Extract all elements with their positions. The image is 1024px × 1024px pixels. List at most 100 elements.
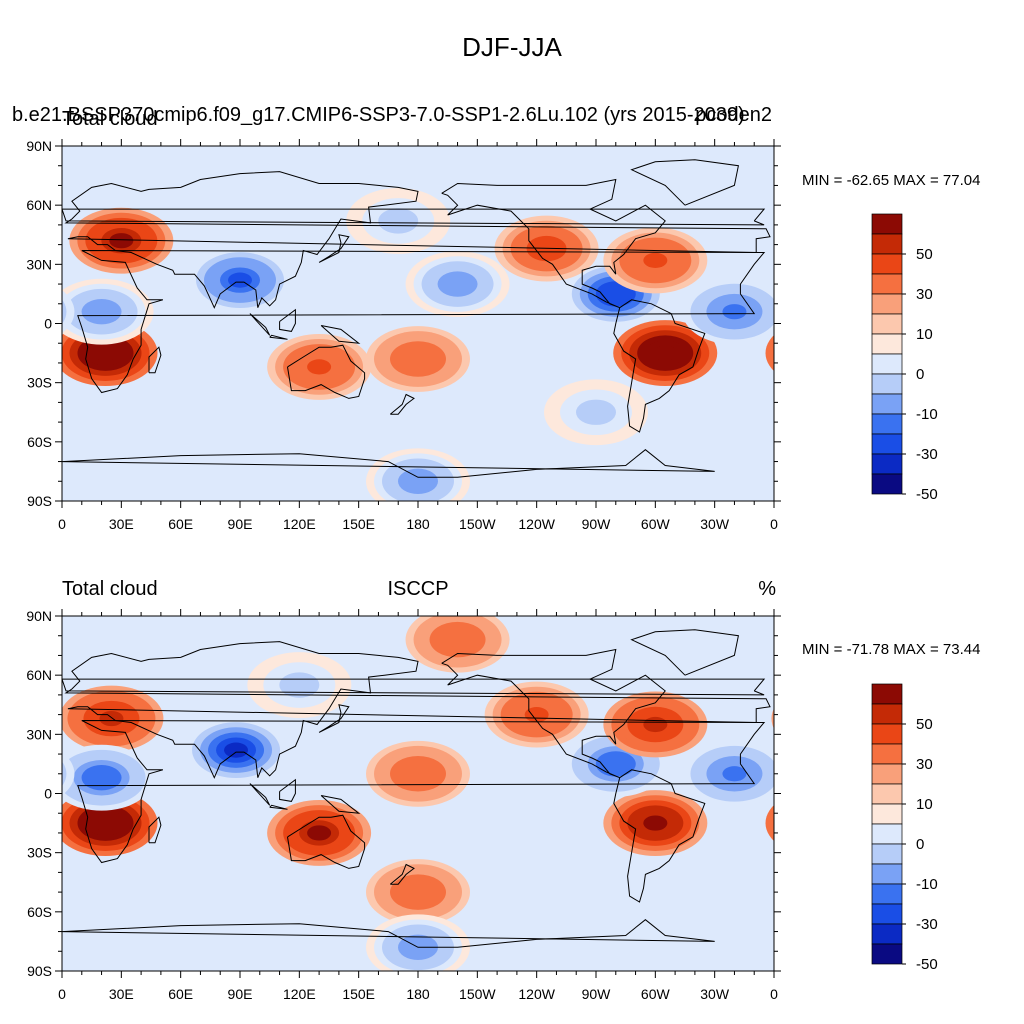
x-tick-label: 30E bbox=[109, 986, 134, 1002]
anomaly-region bbox=[247, 652, 352, 718]
colorbar-label: -10 bbox=[916, 876, 938, 893]
y-tick-label: 0 bbox=[44, 786, 52, 802]
x-tick-label: 0 bbox=[770, 516, 778, 532]
anomaly-region bbox=[366, 914, 470, 971]
colorbar-label: -10 bbox=[916, 406, 938, 423]
x-tick-label: 120E bbox=[283, 986, 316, 1002]
colorbar-box bbox=[871, 923, 903, 945]
y-tick-label: 60S bbox=[27, 904, 52, 920]
colorbar-label: 30 bbox=[916, 756, 933, 773]
contour-level bbox=[287, 677, 312, 693]
coastline bbox=[64, 171, 771, 309]
x-tick-label: 180 bbox=[406, 516, 430, 532]
contour-level bbox=[771, 708, 774, 729]
y-tick-label: 0 bbox=[44, 316, 52, 332]
colorbar-box bbox=[871, 453, 903, 475]
colorbar-box bbox=[871, 703, 903, 725]
panel1-map: 0 30E 60E 90E 120E 150E 180 150W 120W 90W 60W 30W 09… bbox=[26, 138, 781, 532]
coastline bbox=[249, 313, 271, 336]
coastline bbox=[269, 804, 288, 810]
colorbar-label: 0 bbox=[916, 836, 924, 853]
x-tick-label: 150E bbox=[342, 986, 375, 1002]
anomaly-region bbox=[613, 320, 718, 387]
colorbar-box bbox=[871, 313, 903, 335]
anomaly-region bbox=[62, 278, 774, 345]
coastlines bbox=[62, 159, 771, 478]
contour-level bbox=[224, 742, 249, 758]
colorbar-box bbox=[871, 333, 903, 355]
colorbar-box bbox=[871, 683, 903, 705]
contour-level bbox=[643, 252, 668, 268]
anomaly-region bbox=[267, 800, 372, 866]
x-tick-label: 0 bbox=[770, 986, 778, 1002]
x-tick-label: 180 bbox=[406, 986, 430, 1002]
anomaly-region bbox=[366, 326, 470, 392]
anomaly-region bbox=[603, 790, 708, 857]
contour-level bbox=[89, 304, 114, 320]
coastline bbox=[64, 641, 771, 779]
panel1-left-label: Total cloud bbox=[62, 108, 158, 130]
axis-ticks bbox=[55, 139, 781, 508]
contour-level bbox=[62, 761, 67, 786]
x-tick-label: 120E bbox=[283, 516, 316, 532]
contour-level bbox=[603, 756, 628, 772]
colorbar-box bbox=[871, 293, 903, 315]
coastline bbox=[320, 325, 361, 344]
x-tick-label: 30E bbox=[109, 516, 134, 532]
x-tick-label: 120W bbox=[518, 516, 555, 532]
contour-level bbox=[406, 351, 430, 367]
contour-level bbox=[722, 304, 747, 320]
colorbar-box bbox=[871, 353, 903, 375]
anomaly-region bbox=[188, 247, 292, 314]
colorbar-box bbox=[871, 413, 903, 435]
y-tick-label: 60N bbox=[26, 197, 52, 213]
panel2-min-max: MIN = -71.78 MAX = 73.44 bbox=[802, 641, 981, 658]
contour-level bbox=[109, 233, 134, 249]
coastline bbox=[62, 449, 715, 478]
coastline bbox=[77, 720, 766, 864]
colorbar-box bbox=[871, 863, 903, 885]
coastline bbox=[630, 159, 739, 206]
coastline bbox=[318, 704, 350, 733]
contour-level bbox=[445, 276, 470, 292]
colorbar-box bbox=[871, 273, 903, 295]
y-tick-label: 30S bbox=[27, 375, 52, 391]
colorbar-label: -50 bbox=[916, 486, 938, 500]
anomaly-region bbox=[62, 740, 774, 807]
colorbar-box bbox=[871, 823, 903, 845]
coastline bbox=[320, 795, 361, 814]
contour-level bbox=[653, 345, 678, 361]
x-tick-label: 90E bbox=[228, 516, 253, 532]
x-tick-label: 90E bbox=[228, 986, 253, 1002]
x-tick-label: 150W bbox=[459, 516, 496, 532]
figure-title: DJF-JJA bbox=[462, 32, 562, 62]
contour-level bbox=[406, 884, 430, 900]
coastline bbox=[279, 778, 296, 802]
contour-level bbox=[773, 348, 774, 358]
colorbar-label: 50 bbox=[916, 246, 933, 263]
contour-level bbox=[62, 752, 75, 796]
colorbar-label: -50 bbox=[916, 956, 938, 970]
anomaly-region bbox=[184, 717, 289, 784]
anomaly-region bbox=[62, 790, 774, 857]
contour-level bbox=[307, 359, 332, 375]
contour-field bbox=[62, 616, 774, 971]
contour-level bbox=[386, 213, 411, 229]
contour-level bbox=[62, 299, 67, 324]
contour-level bbox=[773, 818, 774, 828]
coastline bbox=[441, 648, 666, 779]
colorbar-box bbox=[871, 883, 903, 905]
contour-level bbox=[99, 710, 124, 727]
x-tick-label: 120W bbox=[518, 986, 555, 1002]
coastline bbox=[279, 308, 296, 332]
x-tick-label: 30W bbox=[700, 986, 730, 1002]
contour-level bbox=[765, 335, 774, 372]
colorbar-box bbox=[871, 213, 903, 235]
coastline bbox=[148, 816, 162, 844]
coastline bbox=[62, 919, 715, 948]
axis-ticks bbox=[55, 609, 781, 978]
colorbar-box bbox=[871, 943, 903, 965]
contour-level bbox=[603, 286, 628, 302]
x-tick-label: 60W bbox=[641, 516, 671, 532]
colorbar-box bbox=[871, 903, 903, 925]
